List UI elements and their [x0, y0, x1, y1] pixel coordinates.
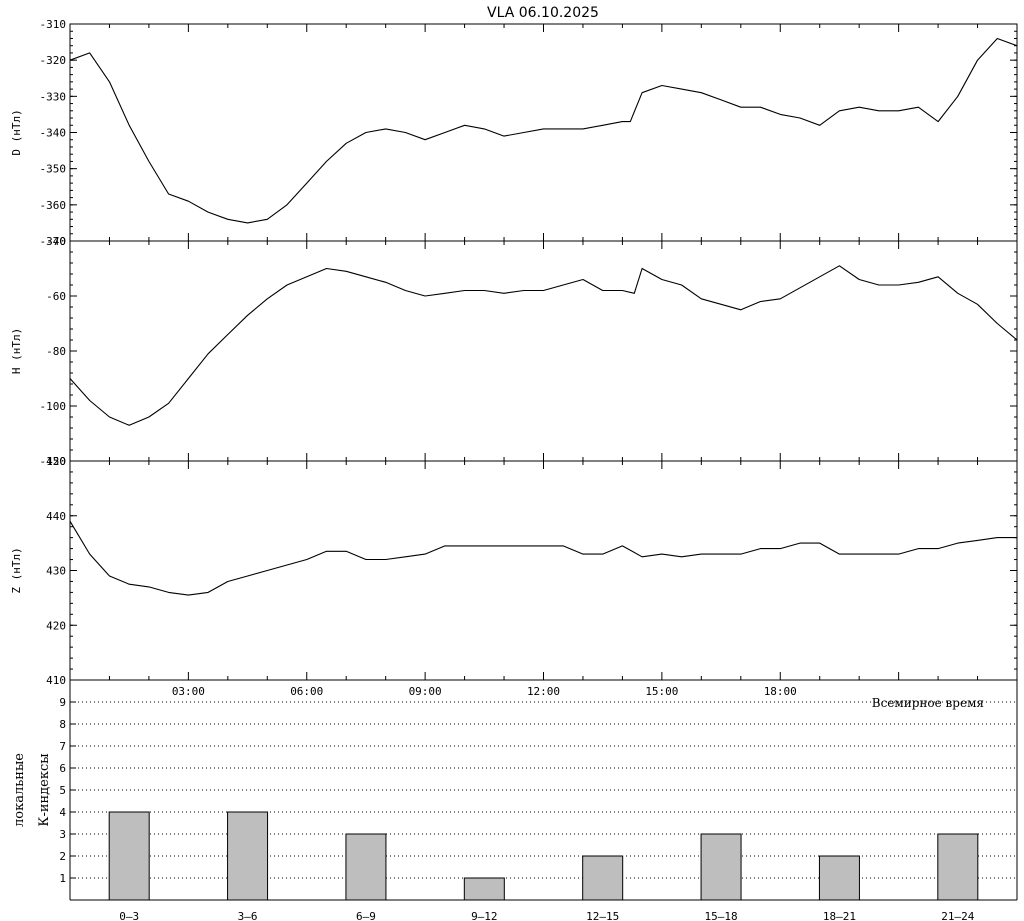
k-bar-3–6: [227, 811, 269, 901]
k-category-label: 21–24: [941, 910, 974, 921]
chart-title: VLA 06.10.2025: [487, 5, 599, 21]
k-bar-21–24: [937, 833, 979, 901]
time-tick-label: 03:00: [172, 685, 205, 698]
ytick-label: 420: [46, 619, 66, 632]
ytick-label: -370: [40, 235, 67, 248]
k-index-ylabel-line2: К-индексы: [37, 753, 52, 826]
panel-frame-h: [69, 240, 1018, 462]
panel-frame-d: [69, 23, 1018, 242]
ytick-label: -100: [40, 400, 67, 413]
k-ytick-label: 9: [59, 696, 66, 709]
time-tick-label: 15:00: [645, 685, 678, 698]
k-ytick-label: 8: [59, 718, 66, 731]
ytick-label: 450: [46, 455, 66, 468]
k-index-ylabel-line1: локальные: [12, 753, 27, 827]
series-line-h: [69, 265, 1018, 426]
ytick-label: -80: [46, 345, 66, 358]
ytick-label: 410: [46, 674, 66, 687]
y-axis-label-h: H (нТл): [10, 328, 23, 374]
series-line-d: [69, 37, 1018, 224]
k-index-panel: 1 2 3 4 5 6 7 8 9 0–3 3–6 6–9 9–12 12–15 15–18 18–21 21–…: [59, 680, 1018, 921]
k-ytick-label: 1: [59, 872, 66, 885]
k-category-label: 15–18: [705, 910, 738, 921]
time-tick-label: 06:00: [290, 685, 323, 698]
y-axis-label-d: D (нТл): [10, 109, 23, 155]
k-category-label: 9–12: [471, 910, 498, 921]
k-ytick-label: 4: [59, 806, 66, 819]
panel-d: -370 -360 -350 -340 -330 -320 -310 D (нТл): [10, 18, 1018, 248]
k-ytick-label: 6: [59, 762, 66, 775]
ytick-label: -310: [40, 18, 67, 31]
ytick-label: -340: [40, 127, 67, 140]
ytick-label: -120: [40, 455, 67, 468]
ytick-label: 440: [46, 510, 66, 523]
k-bar-12–15: [582, 855, 624, 901]
k-ytick-label: 5: [59, 784, 66, 797]
ytick-label: -330: [40, 90, 67, 103]
ytick-label: -350: [40, 163, 67, 176]
ytick-label: -60: [46, 290, 66, 303]
series-line-z: [69, 520, 1017, 596]
k-bar-9–12: [463, 877, 505, 901]
time-axis: 03:00 06:00 09:00 12:00 15:00 18:00: [172, 685, 797, 698]
ytick-label: -360: [40, 199, 67, 212]
time-tick-label: 09:00: [409, 685, 442, 698]
k-category-label: 18–21: [823, 910, 856, 921]
k-category-label: 12–15: [586, 910, 619, 921]
k-category-label: 0–3: [119, 910, 139, 921]
k-bar-15–18: [700, 833, 742, 901]
panel-z: 410 420 430 440 450 Z (нТл): [10, 455, 1018, 687]
k-category-label: 3–6: [238, 910, 258, 921]
time-tick-label: 12:00: [527, 685, 560, 698]
time-axis-label: Всемирное время: [872, 696, 984, 710]
k-ytick-label: 3: [59, 828, 66, 841]
ytick-label: -40: [46, 235, 66, 248]
panel-frame-z: [69, 460, 1018, 681]
k-ytick-label: 2: [59, 850, 66, 863]
k-category-label: 6–9: [356, 910, 376, 921]
ytick-label: -320: [40, 54, 67, 67]
time-tick-label: 18:00: [764, 685, 797, 698]
y-axis-label-z: Z (нТл): [10, 547, 23, 593]
panel-h: -120 -100 -80 -60 -40 H (нТл): [10, 235, 1018, 468]
k-bar-6–9: [345, 833, 387, 901]
k-ytick-label: 7: [59, 740, 66, 753]
k-bar-0–3: [108, 811, 150, 901]
ytick-label: 430: [46, 565, 66, 578]
k-bar-18–21: [818, 855, 860, 901]
